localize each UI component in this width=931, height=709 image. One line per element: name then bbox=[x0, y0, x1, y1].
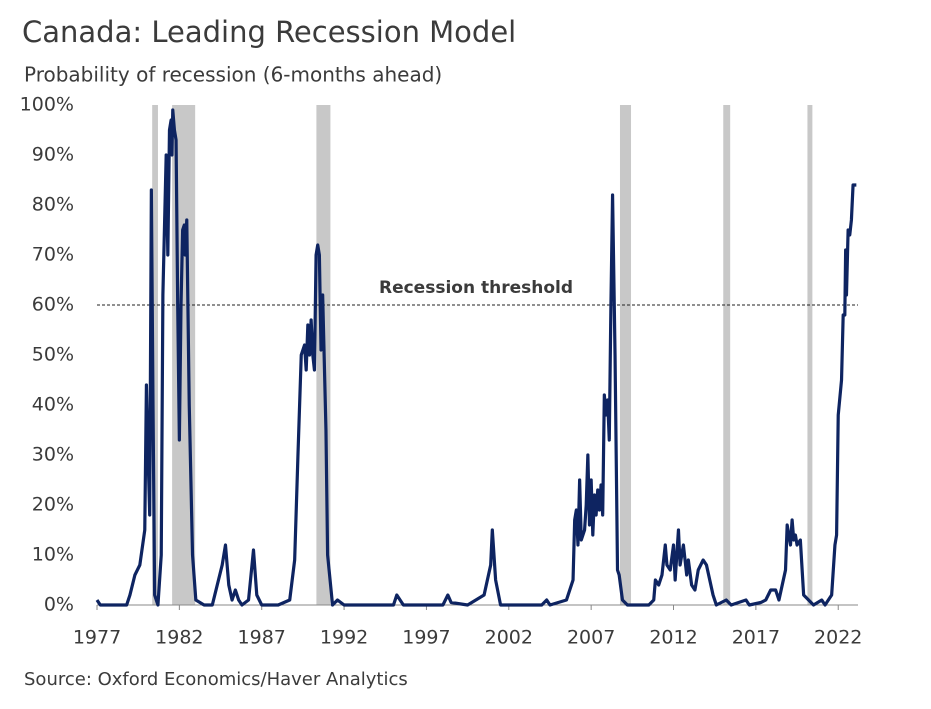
recession-band bbox=[152, 105, 158, 605]
x-tick-label: 1987 bbox=[238, 627, 286, 649]
x-tick-label: 1982 bbox=[155, 627, 203, 649]
chart-title: Canada: Leading Recession Model bbox=[22, 15, 516, 49]
y-tick-label: 100% bbox=[20, 94, 74, 116]
recession-band bbox=[807, 105, 813, 605]
y-tick-label: 60% bbox=[32, 294, 74, 316]
x-tick-label: 1997 bbox=[402, 627, 450, 649]
probability-line bbox=[95, 108, 857, 607]
x-tick-label: 1977 bbox=[73, 627, 121, 649]
recession-band bbox=[723, 105, 731, 605]
recession-band bbox=[619, 105, 632, 605]
y-tick-label: 30% bbox=[32, 444, 74, 466]
y-tick-label: 50% bbox=[32, 344, 74, 366]
y-tick-label: 40% bbox=[32, 394, 74, 416]
y-tick-label: 90% bbox=[32, 144, 74, 166]
x-tick-label: 2022 bbox=[814, 627, 862, 649]
x-tick-label: 2017 bbox=[732, 627, 780, 649]
x-tick-label: 1992 bbox=[320, 627, 368, 649]
x-tick-label: 2012 bbox=[649, 627, 697, 649]
y-tick-label: 70% bbox=[32, 244, 74, 266]
x-tick-label: 2002 bbox=[485, 627, 533, 649]
x-tick-label: 2007 bbox=[567, 627, 615, 649]
y-tick-label: 10% bbox=[32, 544, 74, 566]
chart-subtitle: Probability of recession (6-months ahead… bbox=[24, 63, 442, 87]
y-tick-label: 80% bbox=[32, 194, 74, 216]
y-tick-label: 0% bbox=[44, 594, 74, 616]
threshold-label: Recession threshold bbox=[379, 278, 573, 298]
source-note: Source: Oxford Economics/Haver Analytics bbox=[24, 669, 408, 690]
y-tick-label: 20% bbox=[32, 494, 74, 516]
